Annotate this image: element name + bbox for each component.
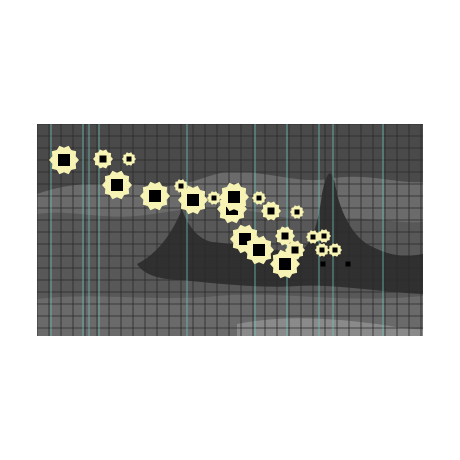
map-marker[interactable] [178, 185, 208, 215]
map-marker[interactable] [306, 230, 320, 244]
marker-square [319, 247, 325, 253]
map-view[interactable] [37, 124, 423, 336]
marker-square [228, 191, 240, 203]
marker-square [58, 154, 70, 166]
marker-square [111, 179, 123, 191]
map-marker[interactable] [285, 240, 305, 260]
marker-layer [49, 145, 351, 279]
marker-square [187, 194, 199, 206]
map-marker[interactable] [275, 226, 295, 246]
marker-square [345, 261, 351, 267]
marker-square [279, 258, 291, 270]
marker-square [178, 183, 184, 189]
map-marker[interactable] [174, 179, 188, 193]
terrain-peak-dark [137, 173, 423, 294]
map-marker[interactable] [207, 191, 221, 205]
marker-square [332, 247, 338, 253]
map-marker[interactable] [219, 182, 249, 212]
map-marker[interactable] [244, 235, 274, 265]
marker-square [211, 195, 217, 201]
map-marker[interactable] [140, 181, 170, 211]
marker-square [253, 244, 265, 256]
map-marker[interactable] [290, 205, 304, 219]
map-marker[interactable] [345, 261, 351, 267]
map-marker[interactable] [328, 243, 342, 257]
marker-square [99, 155, 107, 163]
marker-square [149, 190, 161, 202]
map-marker[interactable] [49, 145, 79, 175]
map-marker[interactable] [320, 261, 326, 267]
marker-square [320, 261, 326, 267]
marker-square [281, 232, 289, 240]
marker-square [256, 195, 262, 201]
marker-square [321, 233, 327, 239]
map-marker[interactable] [93, 149, 113, 169]
map-marker[interactable] [315, 243, 329, 257]
terrain-bottom-highlight [237, 318, 423, 336]
map-marker[interactable] [317, 229, 331, 243]
map-marker[interactable] [252, 191, 266, 205]
marker-square [310, 234, 316, 240]
marker-square [126, 156, 132, 162]
map-marker[interactable] [261, 201, 281, 221]
marker-square [291, 246, 299, 254]
marker-square [294, 209, 300, 215]
map-marker[interactable] [102, 170, 132, 200]
meridian-lines [50, 124, 384, 336]
marker-square [267, 207, 275, 215]
map-marker[interactable] [122, 152, 136, 166]
